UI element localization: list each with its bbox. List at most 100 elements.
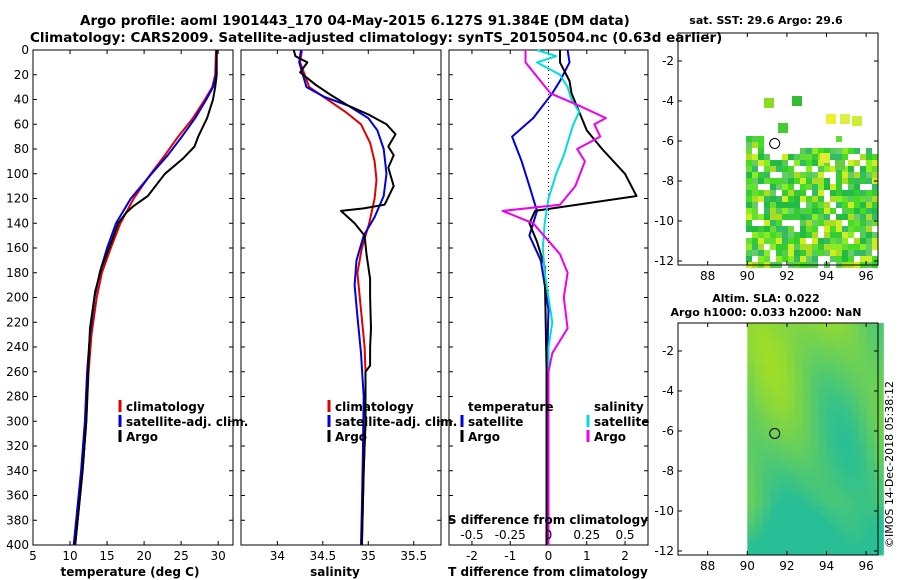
sst-cell: [866, 172, 872, 178]
sla-cell: [875, 379, 884, 388]
sst-cell: [746, 166, 752, 172]
sla-cell: [763, 435, 772, 444]
sla-cell: [859, 379, 868, 388]
sst-cell: [788, 178, 794, 184]
sla-cell: [867, 379, 876, 388]
sst-cell: [842, 154, 848, 160]
sla-cell: [747, 331, 756, 340]
map-x-tick-label: 92: [779, 269, 794, 283]
sla-cell: [747, 483, 756, 492]
sst-cell: [872, 166, 878, 172]
sst-cell: [758, 238, 764, 244]
sst-cell: [752, 154, 758, 160]
sla-cell: [747, 403, 756, 412]
sla-cell: [755, 475, 764, 484]
sst-cell: [842, 208, 848, 214]
sla-cell: [779, 467, 788, 476]
sst-cell: [860, 172, 866, 178]
sla-cell: [835, 483, 844, 492]
sst-cell: [776, 208, 782, 214]
sst-cell: [830, 154, 836, 160]
x-tick-label: 34.5: [309, 549, 336, 563]
sst-cell: [818, 196, 824, 202]
sst-cell: [812, 226, 818, 232]
sst-cell: [842, 172, 848, 178]
sla-cell: [795, 411, 804, 420]
map-x-tick-label: 90: [740, 559, 755, 573]
sla-map-title: Altim. SLA: 0.022: [712, 292, 819, 305]
sla-cell: [787, 411, 796, 420]
sst-cell: [872, 172, 878, 178]
sla-cell: [835, 323, 844, 332]
sst-map-argo-marker: [769, 138, 781, 149]
sst-cell: [824, 226, 830, 232]
sst-cell: [758, 256, 764, 262]
sla-cell: [795, 467, 804, 476]
sst-cell: [848, 250, 854, 256]
sst-cell: [758, 148, 764, 154]
sst-cell: [824, 202, 830, 208]
sst-cell: [746, 238, 752, 244]
sst-cell: [782, 160, 788, 166]
sla-cell: [787, 491, 796, 500]
sla-cell: [843, 547, 852, 556]
sla-cell: [835, 523, 844, 532]
sst-cell: [812, 154, 818, 160]
sla-cell: [795, 339, 804, 348]
sla-cell: [755, 371, 764, 380]
sla-cell: [763, 387, 772, 396]
sst-cell: [854, 238, 860, 244]
sla-cell: [779, 411, 788, 420]
sst-cell: [854, 184, 860, 190]
sla-cell: [811, 523, 820, 532]
sla-cell: [843, 323, 852, 332]
sla-cell: [755, 491, 764, 500]
sst-cell: [788, 214, 794, 220]
sst-cell: [794, 172, 800, 178]
sst-cell: [824, 250, 830, 256]
sst-cell: [764, 196, 770, 202]
sst-cell: [854, 178, 860, 184]
sla-cell: [755, 355, 764, 364]
sla-cell: [779, 379, 788, 388]
sla-cell: [859, 523, 868, 532]
sst-cell: [866, 244, 872, 250]
sst-cell: [752, 136, 758, 142]
sla-cell: [851, 459, 860, 468]
sst-cell: [800, 184, 806, 190]
sst-cell: [788, 238, 794, 244]
sst-cell: [812, 178, 818, 184]
sla-cell: [771, 523, 780, 532]
s-tick-label: 0: [545, 528, 553, 542]
sla-cell: [771, 331, 780, 340]
sla-cell: [755, 539, 764, 548]
sla-cell: [875, 491, 884, 500]
sst-cell: [854, 172, 860, 178]
sst-cell: [836, 184, 842, 190]
sst-cell: [842, 214, 848, 220]
sla-cell: [843, 419, 852, 428]
sla-cell: [747, 371, 756, 380]
sla-cell: [755, 363, 764, 372]
sst-cell: [746, 250, 752, 256]
sst-cell: [860, 250, 866, 256]
legend-label-t-satellite: satellite: [468, 415, 523, 429]
sla-cell: [795, 483, 804, 492]
sla-cell: [867, 371, 876, 380]
sst-cell: [764, 232, 770, 238]
legend-label-argo: Argo: [126, 430, 158, 444]
sla-cell: [755, 339, 764, 348]
sst-cell: [860, 220, 866, 226]
sla-cell: [827, 355, 836, 364]
sla-cell: [859, 395, 868, 404]
x-tick-label: -1: [504, 549, 516, 563]
sla-cell: [771, 395, 780, 404]
sst-cell: [854, 214, 860, 220]
sst-cell: [835, 160, 845, 170]
sla-cell: [867, 419, 876, 428]
sst-cell: [836, 214, 842, 220]
sst-cell: [860, 154, 866, 160]
sla-cell: [851, 483, 860, 492]
sst-cell: [818, 172, 824, 178]
sla-cell: [787, 451, 796, 460]
